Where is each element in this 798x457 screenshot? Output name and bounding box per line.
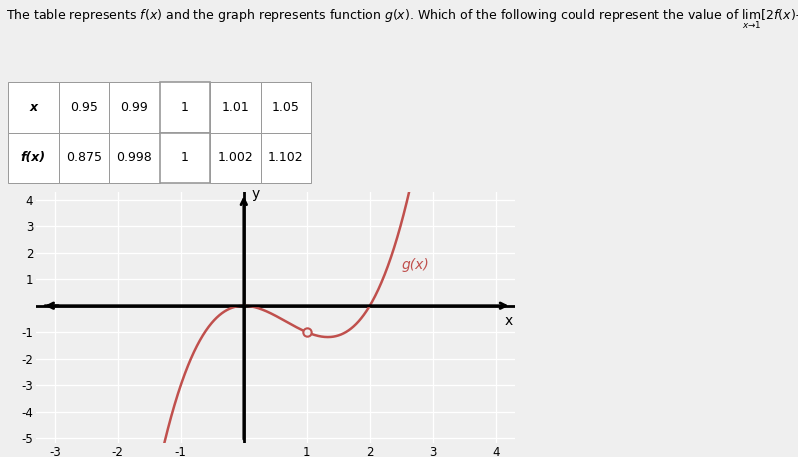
- Text: The table represents $f(x)$ and the graph represents function $g(x)$. Which of t: The table represents $f(x)$ and the grap…: [6, 7, 798, 32]
- Text: y: y: [251, 187, 259, 201]
- Text: g(x): g(x): [401, 258, 429, 271]
- Text: x: x: [504, 314, 512, 328]
